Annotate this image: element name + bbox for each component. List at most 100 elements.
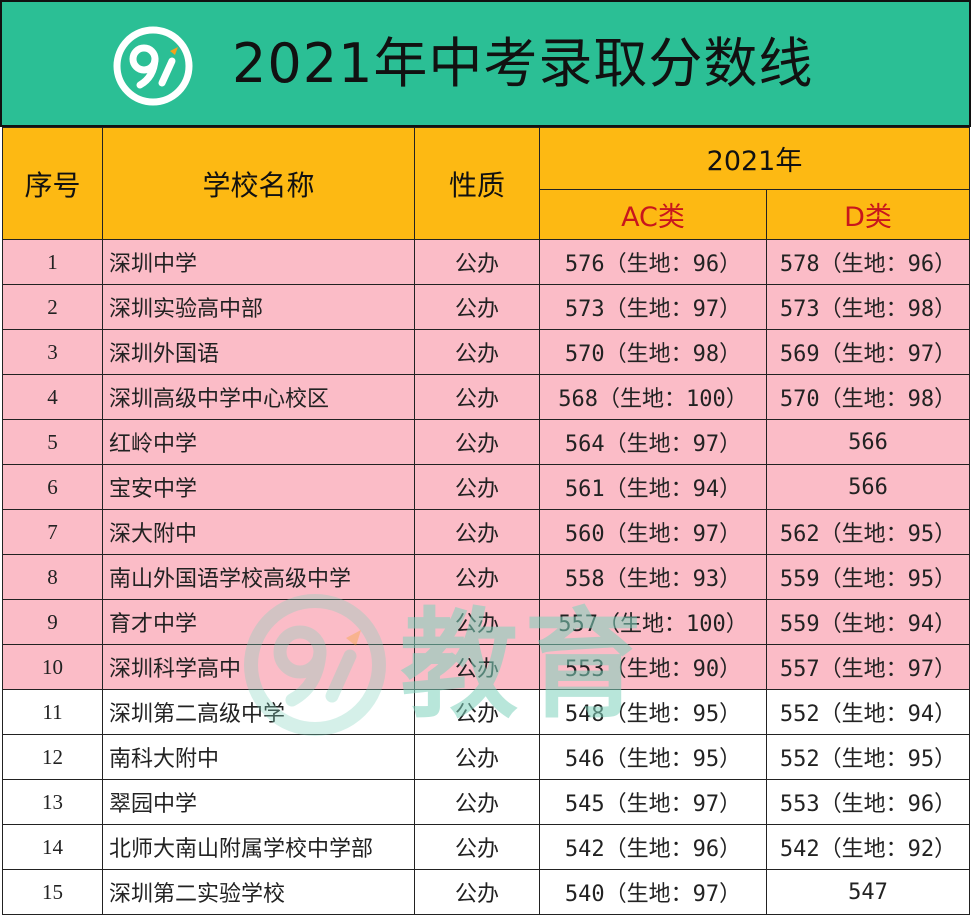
row-ac-score: 564（生地：97）	[539, 419, 767, 465]
row-index: 11	[2, 689, 103, 735]
table-row: 13 翠园中学 公办 545（生地：97） 553（生地：96）	[2, 779, 970, 825]
row-ac-score: 545（生地：97）	[539, 779, 767, 825]
row-type: 公办	[414, 464, 540, 510]
page-title: 2021年中考录取分数线	[232, 32, 814, 95]
table-row: 4 深圳高级中学中心校区 公办 568（生地：100） 570（生地：98）	[2, 374, 970, 420]
row-index: 5	[2, 419, 103, 465]
row-index: 12	[2, 734, 103, 780]
row-type: 公办	[414, 869, 540, 915]
row-school: 翠园中学	[102, 779, 415, 825]
table-row: 12 南科大附中 公办 546（生地：95） 552（生地：95）	[2, 734, 970, 780]
row-ac-score: 540（生地：97）	[539, 869, 767, 915]
row-school: 深圳外国语	[102, 329, 415, 375]
header-type: 性质	[414, 127, 540, 240]
row-school: 深圳中学	[102, 239, 415, 285]
row-ac-score: 558（生地：93）	[539, 554, 767, 600]
table-row: 2 深圳实验高中部 公办 573（生地：97） 573（生地：98）	[2, 284, 970, 330]
row-d-score: 578（生地：96）	[766, 239, 970, 285]
table-row: 1 深圳中学 公办 576（生地：96） 578（生地：96）	[2, 239, 970, 285]
row-type: 公办	[414, 554, 540, 600]
score-table: 序号 学校名称 性质 2021年 AC类 D类 1 深圳中学 公办 576（生地：96…	[2, 127, 970, 915]
table-row: 6 宝安中学 公办 561（生地：94） 566	[2, 464, 970, 510]
row-type: 公办	[414, 509, 540, 555]
header-index: 序号	[2, 127, 103, 240]
table-row: 11 深圳第二高级中学 公办 548（生地：95） 552（生地：94）	[2, 689, 970, 735]
row-ac-score: 542（生地：96）	[539, 824, 767, 870]
row-d-score: 547	[766, 869, 970, 915]
row-school: 红岭中学	[102, 419, 415, 465]
row-d-score: 552（生地：94）	[766, 689, 970, 735]
row-ac-score: 557（生地：100）	[539, 599, 767, 645]
row-index: 15	[2, 869, 103, 915]
header-school: 学校名称	[102, 127, 415, 240]
row-ac-score: 548（生地：95）	[539, 689, 767, 735]
row-d-score: 542（生地：92）	[766, 824, 970, 870]
row-type: 公办	[414, 734, 540, 780]
row-ac-score: 546（生地：95）	[539, 734, 767, 780]
row-ac-score: 568（生地：100）	[539, 374, 767, 420]
header-year: 2021年	[539, 127, 970, 190]
title-banner: 2021年中考录取分数线	[0, 0, 971, 127]
table-row: 7 深大附中 公办 560（生地：97） 562（生地：95）	[2, 509, 970, 555]
row-type: 公办	[414, 284, 540, 330]
table-row: 3 深圳外国语 公办 570（生地：98） 569（生地：97）	[2, 329, 970, 375]
row-d-score: 552（生地：95）	[766, 734, 970, 780]
row-ac-score: 570（生地：98）	[539, 329, 767, 375]
row-ac-score: 561（生地：94）	[539, 464, 767, 510]
table-row: 15 深圳第二实验学校 公办 540（生地：97） 547	[2, 869, 970, 915]
row-school: 深圳高级中学中心校区	[102, 374, 415, 420]
row-index: 7	[2, 509, 103, 555]
row-ac-score: 553（生地：90）	[539, 644, 767, 690]
row-d-score: 569（生地：97）	[766, 329, 970, 375]
row-d-score: 562（生地：95）	[766, 509, 970, 555]
table-row: 9 育才中学 公办 557（生地：100） 559（生地：94）	[2, 599, 970, 645]
row-type: 公办	[414, 779, 540, 825]
row-school: 南山外国语学校高级中学	[102, 554, 415, 600]
row-ac-score: 576（生地：96）	[539, 239, 767, 285]
row-index: 8	[2, 554, 103, 600]
row-school: 深大附中	[102, 509, 415, 555]
row-index: 2	[2, 284, 103, 330]
row-d-score: 557（生地：97）	[766, 644, 970, 690]
row-school: 宝安中学	[102, 464, 415, 510]
row-index: 13	[2, 779, 103, 825]
row-school: 深圳第二实验学校	[102, 869, 415, 915]
row-type: 公办	[414, 824, 540, 870]
row-type: 公办	[414, 374, 540, 420]
row-d-score: 559（生地：95）	[766, 554, 970, 600]
row-ac-score: 560（生地：97）	[539, 509, 767, 555]
header-d: D类	[766, 189, 970, 240]
row-d-score: 570（生地：98）	[766, 374, 970, 420]
row-type: 公办	[414, 329, 540, 375]
row-ac-score: 573（生地：97）	[539, 284, 767, 330]
table-row: 14 北师大南山附属学校中学部 公办 542（生地：96） 542（生地：92）	[2, 824, 970, 870]
row-index: 9	[2, 599, 103, 645]
brand-logo-icon	[113, 26, 193, 106]
row-school: 深圳实验高中部	[102, 284, 415, 330]
row-school: 育才中学	[102, 599, 415, 645]
table-row: 8 南山外国语学校高级中学 公办 558（生地：93） 559（生地：95）	[2, 554, 970, 600]
row-type: 公办	[414, 689, 540, 735]
row-d-score: 566	[766, 419, 970, 465]
row-index: 10	[2, 644, 103, 690]
row-school: 深圳第二高级中学	[102, 689, 415, 735]
row-d-score: 566	[766, 464, 970, 510]
row-school: 深圳科学高中	[102, 644, 415, 690]
header-ac: AC类	[539, 189, 767, 240]
row-index: 4	[2, 374, 103, 420]
row-index: 14	[2, 824, 103, 870]
table-body: 1 深圳中学 公办 576（生地：96） 578（生地：96） 2 深圳实验高中部 公办 573…	[2, 239, 970, 915]
row-index: 1	[2, 239, 103, 285]
row-type: 公办	[414, 644, 540, 690]
table-row: 5 红岭中学 公办 564（生地：97） 566	[2, 419, 970, 465]
row-type: 公办	[414, 419, 540, 465]
row-d-score: 553（生地：96）	[766, 779, 970, 825]
row-index: 6	[2, 464, 103, 510]
row-school: 南科大附中	[102, 734, 415, 780]
row-school: 北师大南山附属学校中学部	[102, 824, 415, 870]
row-index: 3	[2, 329, 103, 375]
row-type: 公办	[414, 239, 540, 285]
row-d-score: 573（生地：98）	[766, 284, 970, 330]
row-type: 公办	[414, 599, 540, 645]
row-d-score: 559（生地：94）	[766, 599, 970, 645]
